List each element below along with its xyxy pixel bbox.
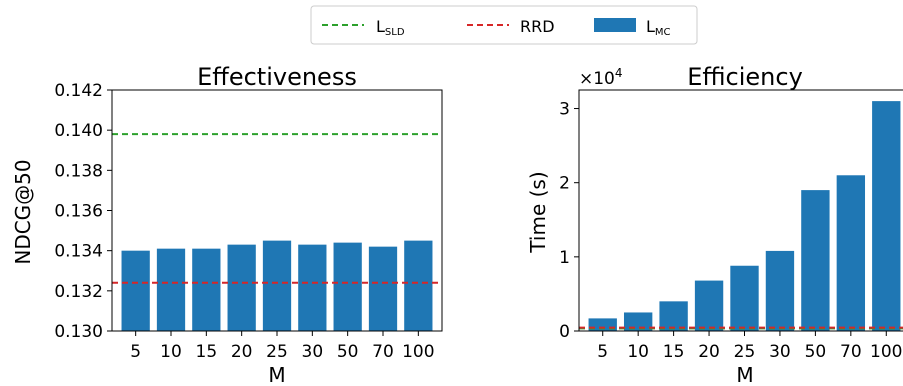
effectiveness-xtick-label-100: 100 xyxy=(402,342,434,362)
efficiency-bar-25 xyxy=(730,265,759,331)
effectiveness-bar-70 xyxy=(368,246,398,331)
effectiveness-ytick-label-0.132: 0.132 xyxy=(54,282,103,302)
legend-mc-swatch xyxy=(594,18,636,32)
legend-box xyxy=(310,5,698,45)
efficiency-bar-10 xyxy=(623,312,653,331)
effectiveness-xtick-label-10: 10 xyxy=(160,342,182,362)
efficiency-bar-20 xyxy=(694,280,724,331)
effectiveness-bar-50 xyxy=(333,242,362,331)
efficiency-plot-frame xyxy=(578,89,903,332)
efficiency-bar-30 xyxy=(765,250,795,331)
efficiency-xtick-label-70: 70 xyxy=(840,342,862,362)
efficiency-bar-50 xyxy=(801,190,830,331)
efficiency-ytick-label-0: 0 xyxy=(559,322,570,342)
effectiveness-ylabel: NDCG@50 xyxy=(11,159,35,264)
effectiveness-xtick-label-15: 15 xyxy=(196,342,218,362)
effectiveness-ytick-label-0.130: 0.130 xyxy=(54,322,103,342)
effectiveness-xtick-label-20: 20 xyxy=(231,342,253,362)
effectiveness-ytick-label-0.134: 0.134 xyxy=(54,242,103,262)
effectiveness-bar-20 xyxy=(227,244,256,331)
efficiency-xtick-label-10: 10 xyxy=(627,342,649,362)
efficiency-offset-label: ×104 xyxy=(579,66,623,89)
effectiveness-ytick-label-0.140: 0.140 xyxy=(54,121,103,141)
effectiveness-xlabel: M xyxy=(268,363,285,386)
effectiveness-bar-5 xyxy=(121,250,150,331)
effectiveness-bar-30 xyxy=(298,244,327,331)
legend-mc-label: LMC xyxy=(646,17,671,38)
efficiency-xlabel: M xyxy=(736,363,753,386)
efficiency-chart: Efficiency M Time (s) ×104 5 10 15 20 25 30 50… xyxy=(526,63,903,386)
efficiency-title: Efficiency xyxy=(687,63,803,91)
effectiveness-plot-frame xyxy=(111,89,443,332)
effectiveness-ytick-label-0.136: 0.136 xyxy=(54,202,103,222)
effectiveness-xtick-label-5: 5 xyxy=(130,342,141,362)
effectiveness-xtick-label-70: 70 xyxy=(372,342,394,362)
legend: LSLD RRD LMC xyxy=(310,5,698,45)
effectiveness-ytick-label-0.138: 0.138 xyxy=(54,161,103,181)
effectiveness-bar-15 xyxy=(192,248,221,331)
effectiveness-ytick-label-0.142: 0.142 xyxy=(54,81,103,101)
efficiency-bar-100 xyxy=(872,101,901,332)
efficiency-xtick-label-50: 50 xyxy=(805,342,827,362)
efficiency-xtick-label-15: 15 xyxy=(663,342,685,362)
efficiency-xtick-label-100: 100 xyxy=(870,342,902,362)
effectiveness-bar-25 xyxy=(262,240,292,331)
efficiency-xtick-label-30: 30 xyxy=(769,342,791,362)
effectiveness-bar-10 xyxy=(156,248,186,331)
efficiency-ytick-label-1: 1 xyxy=(559,248,570,268)
efficiency-ytick-label-2: 2 xyxy=(559,174,570,194)
efficiency-bar-15 xyxy=(659,301,688,331)
effectiveness-bar-100 xyxy=(404,240,433,331)
legend-sld-label: LSLD xyxy=(376,17,405,38)
efficiency-xtick-label-25: 25 xyxy=(734,342,756,362)
efficiency-bar-70 xyxy=(836,175,866,331)
effectiveness-xtick-label-25: 25 xyxy=(266,342,288,362)
effectiveness-xtick-label-30: 30 xyxy=(302,342,324,362)
effectiveness-chart: Effectiveness M NDCG@50 5 10 15 20 25 30 50 70 1… xyxy=(11,63,443,386)
effectiveness-title: Effectiveness xyxy=(197,63,357,91)
efficiency-ytick-label-3: 3 xyxy=(559,100,570,120)
efficiency-xtick-label-20: 20 xyxy=(698,342,720,362)
legend-rrd-label: RRD xyxy=(520,17,555,36)
effectiveness-xtick-label-50: 50 xyxy=(337,342,359,362)
efficiency-ylabel: Time (s) xyxy=(526,171,550,253)
efficiency-xtick-label-5: 5 xyxy=(597,342,608,362)
